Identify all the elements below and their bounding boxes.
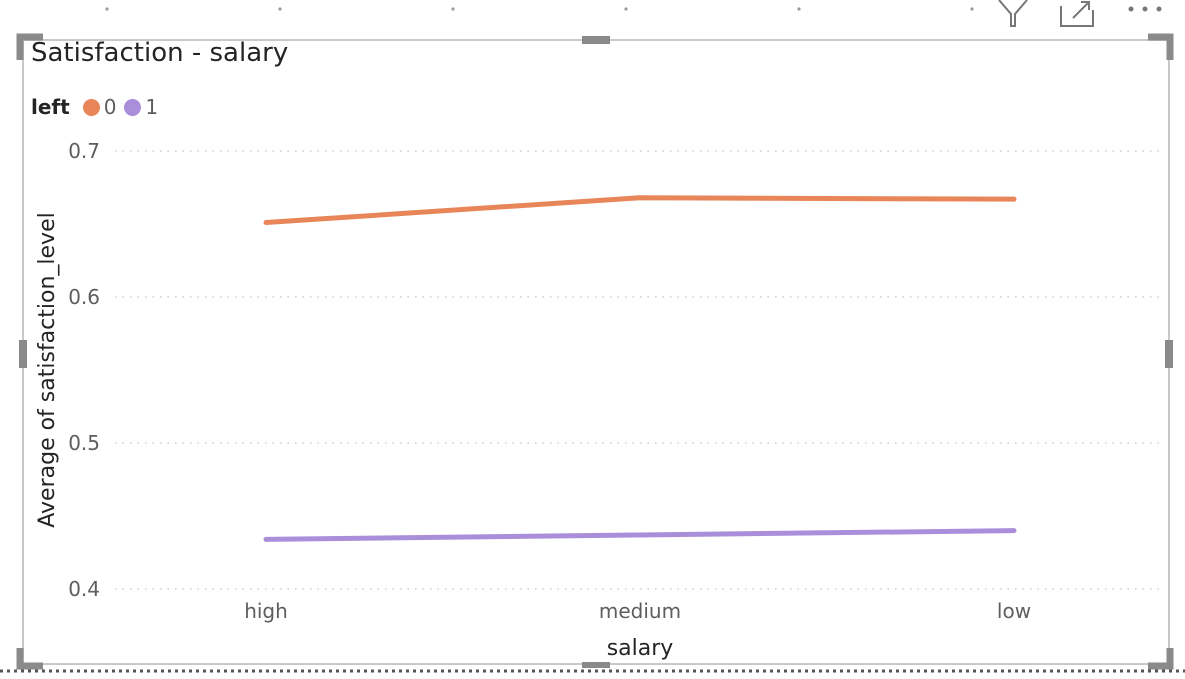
legend-item-0[interactable]: 0: [82, 95, 117, 119]
filter-icon[interactable]: [997, 0, 1029, 32]
y-axis-title: Average of satisfaction_level: [35, 212, 60, 527]
resize-handle-bottom[interactable]: [582, 662, 610, 668]
legend-title: left: [31, 95, 70, 119]
resize-handle-bottom-right[interactable]: [1148, 648, 1174, 670]
y-tick-label: 0.7: [68, 139, 100, 163]
canvas-grid-dots: [105, 7, 974, 11]
data-point[interactable]: [1011, 528, 1017, 534]
resize-handle-top-right[interactable]: [1148, 33, 1174, 60]
legend-label-0: 0: [103, 95, 117, 119]
y-tick-label: 0.6: [68, 285, 100, 309]
data-point[interactable]: [637, 195, 643, 201]
resize-handle-top-left[interactable]: [16, 33, 43, 60]
x-axis-title: salary: [607, 636, 674, 661]
legend-swatch-1: [124, 98, 142, 116]
resize-handle-bottom-left[interactable]: [16, 648, 43, 670]
data-point[interactable]: [263, 536, 269, 542]
x-tick-label: low: [997, 599, 1031, 623]
chart-title: Satisfaction - salary: [31, 38, 289, 68]
legend-swatch-0: [82, 98, 100, 116]
legend-label-1: 1: [145, 95, 159, 119]
visual-header: [967, 0, 1165, 28]
series-line-0[interactable]: [265, 195, 1015, 226]
legend: left 0 1: [31, 95, 166, 119]
data-point[interactable]: [637, 532, 643, 538]
resize-handle-left[interactable]: [19, 340, 27, 368]
x-tick-label: high: [244, 599, 288, 623]
x-tick-label: medium: [599, 599, 681, 623]
data-point[interactable]: [263, 220, 269, 226]
legend-item-1[interactable]: 1: [124, 95, 158, 119]
y-tick-label: 0.5: [68, 431, 100, 455]
y-tick-label: 0.4: [68, 577, 100, 601]
focus-mode-icon[interactable]: [1059, 0, 1095, 32]
resize-handle-top[interactable]: [582, 36, 610, 44]
data-point[interactable]: [1011, 196, 1017, 202]
more-options-icon[interactable]: [1125, 0, 1165, 32]
resize-handle-right[interactable]: [1165, 340, 1173, 368]
